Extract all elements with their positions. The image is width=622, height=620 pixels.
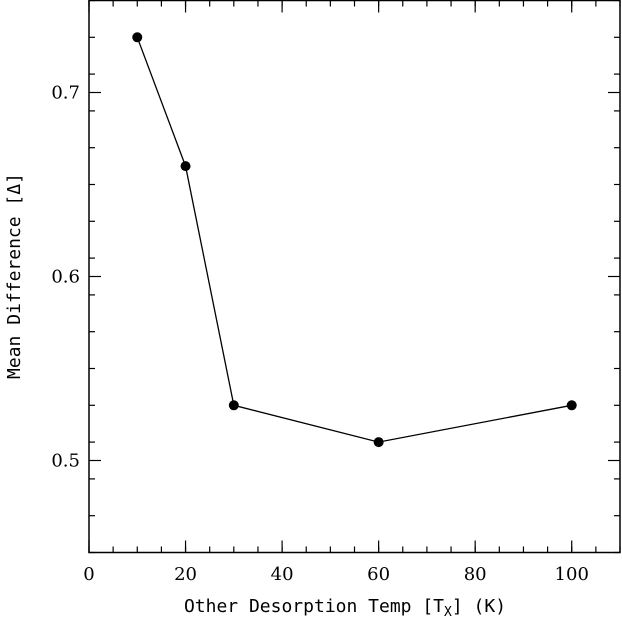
plot-frame (88, 0, 621, 554)
data-point (228, 400, 239, 411)
x-tick-label: 60 (367, 564, 390, 585)
data-point (373, 437, 384, 448)
y-tick-label: 0.5 (51, 451, 80, 472)
x-tick-label: 100 (555, 564, 589, 585)
major-ticks (88, 0, 620, 553)
series-line (136, 37, 572, 443)
x-tick-label: 20 (174, 564, 197, 585)
x-tick-label: 80 (464, 564, 487, 585)
data-point (566, 400, 577, 411)
data-point (132, 32, 143, 43)
x-tick-label: 0 (83, 564, 94, 585)
y-tick-label: 0.6 (51, 267, 80, 288)
y-tick-label: 0.7 (51, 83, 80, 104)
x-tick-labels: 0 20 40 60 80 100 (83, 564, 589, 585)
x-axis-label: Other Desorption Temp [TX] (K) (184, 596, 506, 620)
data-points (132, 32, 577, 448)
y-tick-labels: 0.5 0.6 0.7 (51, 83, 80, 472)
data-point (180, 161, 191, 172)
x-tick-label: 40 (271, 564, 294, 585)
y-axis-label: Mean Difference [Δ] (4, 173, 25, 379)
minor-ticks (88, 0, 621, 554)
